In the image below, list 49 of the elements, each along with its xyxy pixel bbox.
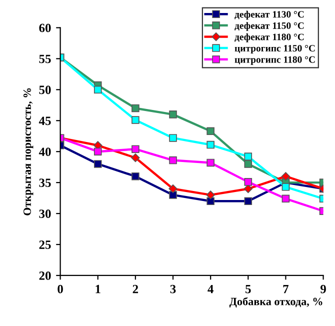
- y-tick-label: 50: [39, 86, 51, 94]
- point: [244, 197, 252, 206]
- point: [281, 172, 290, 181]
- legend-label: дефекат 1150 °С: [234, 22, 304, 31]
- point: [169, 156, 177, 164]
- point: [94, 160, 102, 168]
- y-axis-title: Открытая пористость, %: [23, 88, 34, 216]
- legend-label: дефекат 1130 °С: [234, 10, 304, 20]
- point: [169, 134, 177, 142]
- point: [206, 158, 214, 167]
- x-tick-label: 7: [283, 284, 289, 294]
- x-tick-label: 9: [320, 284, 326, 294]
- y-tick-label: 45: [38, 116, 51, 126]
- point: [132, 116, 140, 124]
- y-tick-label: 55: [39, 54, 51, 64]
- point: [244, 160, 252, 168]
- y-tick-label: 25: [39, 240, 51, 249]
- y-tick-label: 20: [39, 271, 51, 280]
- x-tick-label: 0: [58, 284, 63, 294]
- point: [206, 127, 214, 136]
- x-tick-label: 1: [96, 284, 100, 294]
- point: [131, 153, 140, 162]
- y-tick-label: 30: [39, 210, 51, 218]
- x-axis-title: Добавка отхода, %: [229, 297, 322, 308]
- x-tick-label: 2: [132, 284, 138, 294]
- point: [282, 194, 290, 203]
- x-tick-label: 4: [208, 284, 214, 294]
- point: [244, 178, 252, 186]
- point: [132, 104, 140, 112]
- point: [132, 172, 140, 180]
- point: [206, 140, 214, 149]
- point: [94, 148, 102, 156]
- point: [206, 197, 214, 206]
- point: [244, 152, 252, 160]
- y-tick-label: 40: [38, 148, 51, 156]
- x-tick-label: 3: [170, 284, 176, 294]
- legend-label: цитрогипс 1180 °С: [234, 56, 315, 65]
- legend-label: цитрогипс 1150 °С: [234, 44, 315, 54]
- y-tick-label: 35: [39, 178, 51, 188]
- point: [169, 110, 177, 118]
- point: [282, 183, 290, 191]
- legend-label: дефекат 1180 °С: [234, 33, 304, 42]
- y-tick-label: 60: [39, 24, 51, 32]
- point: [168, 184, 178, 194]
- point: [206, 190, 215, 200]
- point: [169, 191, 177, 199]
- x-tick-label: 5: [246, 284, 251, 294]
- point: [94, 86, 102, 94]
- point: [132, 145, 140, 154]
